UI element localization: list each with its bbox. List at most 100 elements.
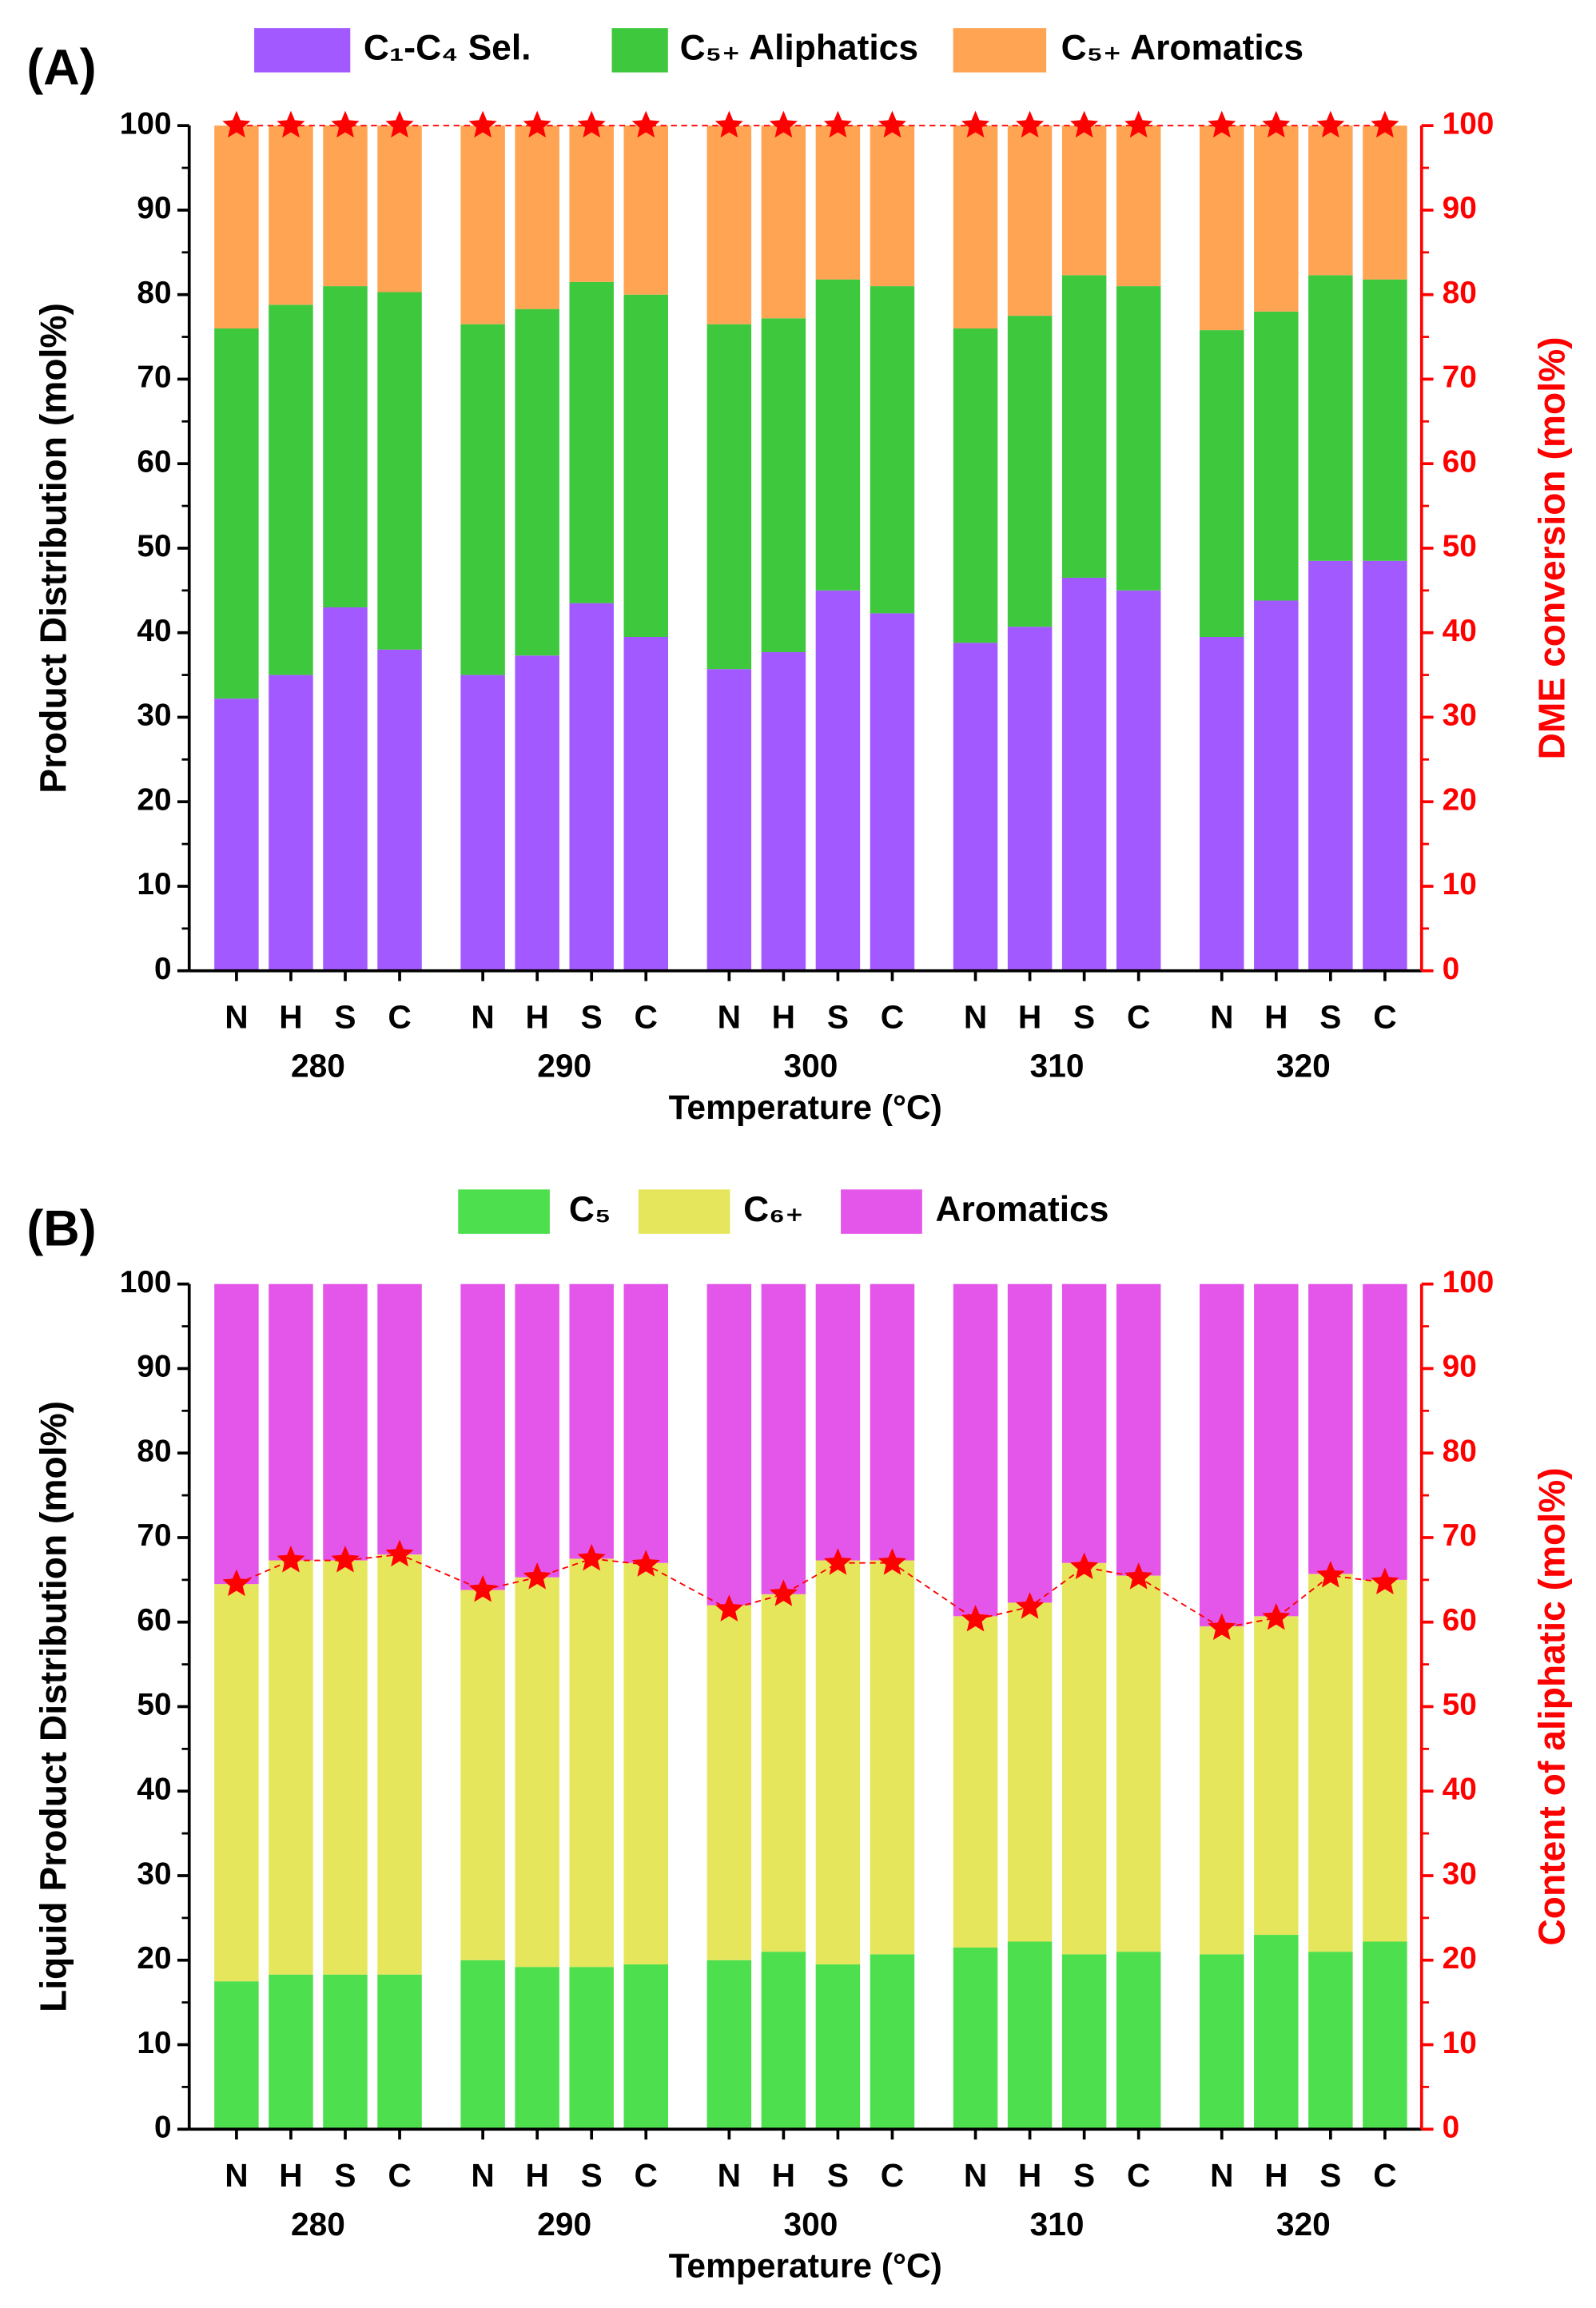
star-marker <box>222 1569 251 1597</box>
bar-segment <box>815 1560 861 1965</box>
bar-segment <box>1308 1952 1353 2130</box>
group-label: 300 <box>783 2206 838 2242</box>
y-tick-label: 20 <box>137 782 171 817</box>
star-marker <box>1070 1552 1099 1579</box>
x-tick-label: C <box>1373 2157 1396 2194</box>
bar-segment <box>1363 560 1407 971</box>
bar-segment <box>1061 275 1107 578</box>
x-tick-label: H <box>525 2157 548 2194</box>
x-tick-label: H <box>279 2157 302 2194</box>
bar-segment <box>1254 311 1299 601</box>
bar-segment <box>953 125 998 328</box>
bar-segment <box>1061 1283 1107 1563</box>
x-tick-label: N <box>1210 2157 1233 2194</box>
bar-segment <box>1007 1283 1053 1603</box>
bar-segment <box>214 1584 259 1982</box>
bar-segment <box>623 125 668 295</box>
x-tick-label: C <box>388 998 411 1035</box>
y-tick-label: 40 <box>137 1773 171 1807</box>
bar-segment <box>460 1960 505 2130</box>
star-marker <box>961 1605 990 1632</box>
bar-segment <box>214 1283 259 1585</box>
y2-tick-label: 80 <box>1443 276 1477 310</box>
bar-segment <box>870 1560 915 1955</box>
x-tick-label: C <box>1127 998 1150 1035</box>
bar-segment <box>323 1560 368 1975</box>
bar-segment <box>1007 316 1053 627</box>
star-marker <box>714 110 743 138</box>
bar-segment <box>1200 125 1244 331</box>
bar-segment <box>706 1605 752 1960</box>
bar-segment <box>1116 1575 1161 1952</box>
bar-segment <box>953 1283 998 1617</box>
bar-segment <box>1116 590 1161 971</box>
star-marker <box>222 110 251 138</box>
y-tick-label: 0 <box>154 2111 172 2145</box>
y2-tick-label: 70 <box>1443 360 1477 395</box>
star-marker <box>1371 1567 1399 1594</box>
bar-segment <box>569 281 614 603</box>
bar-segment <box>269 125 313 305</box>
star-marker <box>1124 1562 1153 1590</box>
group-label: 300 <box>783 1048 838 1084</box>
y2-tick-label: 90 <box>1443 1350 1477 1384</box>
bar-segment <box>460 1283 505 1590</box>
bar-segment <box>214 698 259 971</box>
bar-segment <box>1116 1952 1161 2130</box>
legend-swatch <box>841 1189 922 1234</box>
bar-segment <box>815 1283 861 1561</box>
y-tick-label: 50 <box>137 1688 171 1722</box>
y-tick-label: 30 <box>137 698 171 733</box>
x-tick-label: S <box>334 998 356 1035</box>
star-marker <box>1316 1561 1345 1588</box>
y-tick-label: 0 <box>154 952 172 986</box>
y-tick-label: 30 <box>137 1856 171 1891</box>
legend-label: C₅₊ Aliphatics <box>680 29 918 68</box>
bar-segment <box>1200 1626 1244 1955</box>
x-tick-label: N <box>1210 998 1233 1035</box>
star-marker <box>714 1594 743 1622</box>
bar-segment <box>953 1616 998 1948</box>
x-tick-label: C <box>388 2157 411 2194</box>
bar-segment <box>1061 1562 1107 1955</box>
y-tick-label: 20 <box>137 1941 171 1976</box>
x-tick-label: S <box>581 2157 603 2194</box>
star-marker <box>331 1546 360 1573</box>
y2-tick-label: 30 <box>1443 1856 1477 1891</box>
bar-segment <box>815 279 861 591</box>
star-marker <box>385 110 414 138</box>
star-marker <box>631 110 660 138</box>
bar-segment <box>815 590 861 971</box>
bar-segment <box>269 1560 313 1975</box>
bar-segment <box>953 1947 998 2130</box>
bar-segment <box>460 324 505 675</box>
y-tick-label: 70 <box>137 360 171 395</box>
bar-segment <box>323 1283 368 1561</box>
star-marker <box>468 110 497 138</box>
group-label: 320 <box>1276 2206 1331 2242</box>
bar-segment <box>623 1562 668 1965</box>
bar-segment <box>377 125 422 292</box>
bar-segment <box>460 125 505 324</box>
bar-segment <box>1116 125 1161 287</box>
star-marker <box>1262 1602 1291 1630</box>
bar-segment <box>1061 1954 1107 2130</box>
x-tick-label: H <box>525 998 548 1035</box>
group-label: 280 <box>291 2206 345 2242</box>
x-tick-label: N <box>471 998 494 1035</box>
bar-segment <box>1116 1283 1161 1576</box>
star-marker <box>769 1579 798 1606</box>
y2-tick-label: 10 <box>1443 2026 1477 2060</box>
y-tick-label: 10 <box>137 2026 171 2060</box>
bar-segment <box>761 1594 806 1952</box>
y2-tick-label: 80 <box>1443 1434 1477 1468</box>
y-tick-label: 60 <box>137 444 171 479</box>
bar-segment <box>515 655 559 971</box>
legend-swatch <box>638 1189 730 1234</box>
bar-segment <box>1007 1941 1053 2130</box>
star-marker <box>1070 110 1099 138</box>
x-tick-label: H <box>772 998 795 1035</box>
y-tick-label: 70 <box>137 1518 171 1553</box>
bar-segment <box>623 636 668 971</box>
bar-segment <box>515 1967 559 2130</box>
